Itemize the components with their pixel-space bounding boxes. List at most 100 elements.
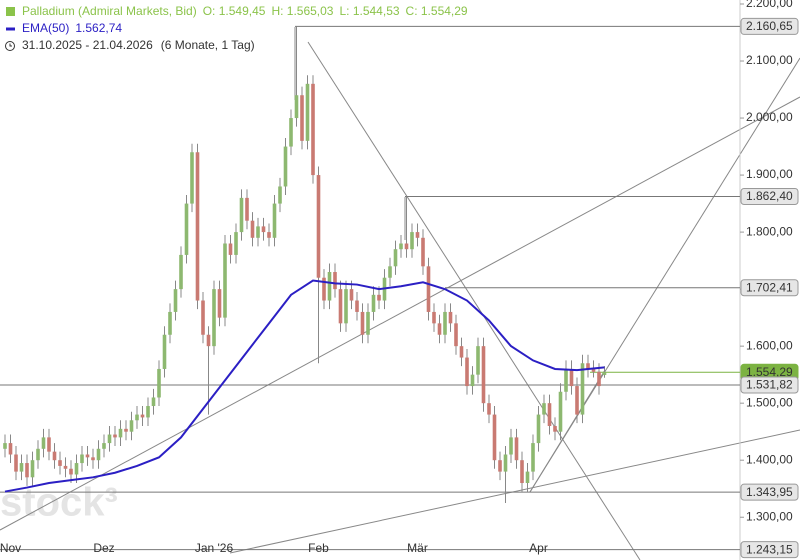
- candle-body: [206, 334, 211, 347]
- level-label: 1.862,40: [746, 189, 793, 203]
- candle-body: [355, 300, 359, 312]
- candle-body: [432, 311, 436, 324]
- candle-body: [267, 232, 271, 238]
- candle-body: [542, 403, 546, 415]
- trend-line: [529, 369, 606, 493]
- x-tick-label: Feb: [308, 541, 329, 555]
- level-label-box: [740, 483, 799, 501]
- candle-body: [487, 403, 491, 415]
- candle-body: [580, 363, 585, 415]
- trend-line: [0, 96, 800, 531]
- candle-body: [322, 277, 326, 301]
- header-line: Palladium (Admiral Markets, Bid) O: 1.549…: [22, 4, 468, 18]
- y-tick-label: 2.200,00: [746, 0, 793, 10]
- candle-body: [476, 346, 480, 375]
- y-tick-label: 1.300,00: [746, 509, 793, 523]
- level-label: 1.343,95: [746, 485, 793, 499]
- candle-body: [47, 437, 51, 452]
- y-tick-label: 2.000,00: [746, 110, 793, 124]
- candle-body: [30, 460, 35, 478]
- candle-body: [234, 232, 238, 255]
- candle-body: [217, 289, 222, 318]
- candle-body: [102, 443, 106, 449]
- trend-line: [307, 41, 641, 560]
- candle-body: [586, 363, 590, 369]
- ohlc-label: O: 1.549,45: [203, 4, 266, 18]
- candle-body: [597, 371, 601, 387]
- candle-body: [459, 346, 464, 358]
- candle-body: [168, 311, 172, 335]
- candle-body: [448, 311, 453, 324]
- candle-body: [118, 428, 123, 438]
- candle-body: [305, 83, 310, 141]
- candle-body: [454, 323, 458, 347]
- candle-body: [558, 391, 563, 432]
- ema-value: 1.562,74: [75, 21, 122, 35]
- candle-body: [140, 414, 145, 418]
- candle-body: [443, 311, 447, 335]
- candle-body: [8, 443, 13, 455]
- candle-body: [437, 323, 442, 335]
- level-label-box: [740, 17, 799, 35]
- candle-body: [371, 294, 376, 312]
- candle-body: [393, 249, 398, 267]
- x-tick-label: Dez: [93, 541, 114, 555]
- x-tick-label: Mär: [407, 541, 428, 555]
- candle-body: [107, 434, 112, 444]
- candle-body: [465, 357, 469, 387]
- level-label-box: [740, 188, 799, 206]
- candle-body: [294, 95, 299, 119]
- candle-body: [564, 368, 568, 392]
- header: Palladium (Admiral Markets, Bid) O: 1.549…: [5, 4, 468, 52]
- candle-body: [514, 437, 519, 461]
- candle-body: [333, 272, 337, 290]
- y-tick-label: 1.600,00: [746, 338, 793, 352]
- level-label-box: [740, 376, 799, 394]
- y-tick-label: 2.100,00: [746, 53, 793, 67]
- candle-body: [184, 203, 189, 255]
- level-label: 1.531,82: [746, 378, 793, 392]
- candle-body: [162, 334, 167, 369]
- candle-body: [36, 448, 40, 461]
- candle-body: [58, 460, 62, 466]
- candle-body: [377, 294, 381, 301]
- candle-body: [509, 437, 513, 455]
- candle-body: [591, 368, 596, 372]
- candle-body: [69, 468, 73, 475]
- candle-body: [91, 457, 95, 461]
- candle-body: [63, 465, 68, 469]
- candle-body: [74, 463, 79, 475]
- candle-body: [228, 243, 233, 255]
- candle-body: [179, 254, 183, 290]
- candle-body: [344, 289, 348, 324]
- x-tick-label: Nov: [0, 541, 21, 555]
- candle-body: [256, 226, 260, 238]
- candle-body: [575, 386, 579, 415]
- candle-body: [41, 437, 46, 449]
- x-tick-label: Apr: [529, 541, 548, 555]
- header-line: EMA(50) 1.562,74: [22, 21, 122, 35]
- candle-body: [404, 243, 409, 250]
- level-label: 1.702,41: [746, 280, 793, 294]
- ema-name: EMA(50): [22, 21, 69, 35]
- candle-body: [525, 471, 530, 484]
- candle-body: [250, 220, 255, 238]
- candle-body: [146, 406, 150, 418]
- candle-body: [349, 289, 354, 301]
- date-range: 31.10.2025 - 21.04.2026: [22, 38, 153, 52]
- level-label: 1.243,15: [746, 542, 793, 556]
- clock-hands: [9, 43, 12, 47]
- candle-body: [531, 443, 535, 472]
- ema-line: [4, 279, 605, 493]
- candle-body: [569, 368, 574, 387]
- period: (6 Monate, 1 Tag): [161, 38, 255, 52]
- candle-body: [261, 226, 266, 233]
- ohlc-label: L: 1.544,53: [339, 4, 399, 18]
- candle-body: [201, 300, 205, 335]
- trend-lines: [0, 27, 800, 560]
- candle-body: [239, 197, 244, 233]
- candle-body: [173, 289, 178, 312]
- ohlc-label: H: 1.565,03: [271, 4, 333, 18]
- candle-body: [278, 186, 282, 204]
